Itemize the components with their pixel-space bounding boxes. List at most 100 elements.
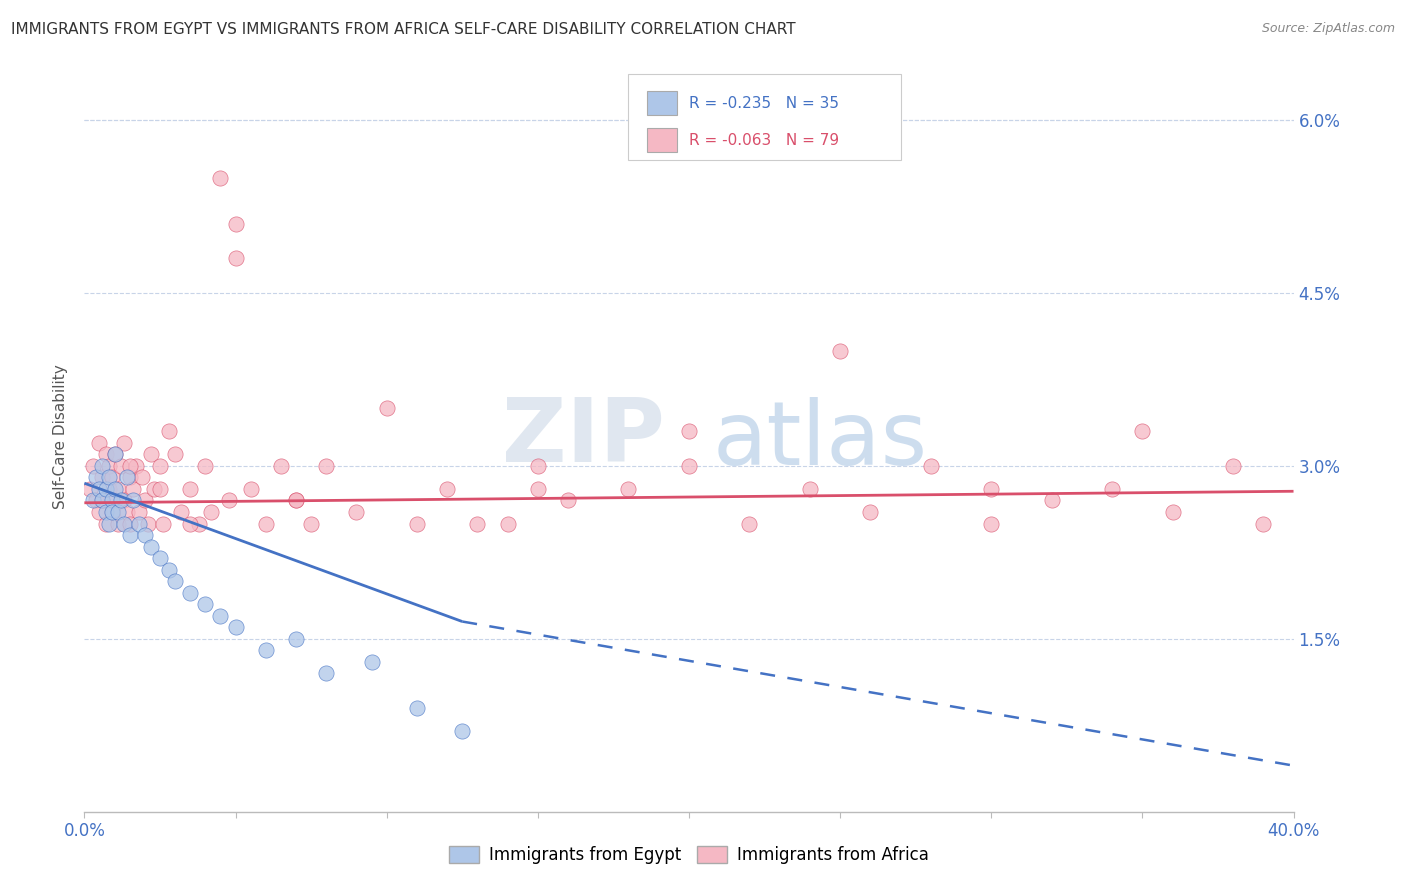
Point xyxy=(134,528,156,542)
Point xyxy=(82,493,104,508)
Point xyxy=(115,470,138,484)
Point xyxy=(112,435,135,450)
Point xyxy=(107,482,129,496)
Point xyxy=(496,516,519,531)
Point xyxy=(406,701,429,715)
Point xyxy=(980,482,1002,496)
Point xyxy=(315,666,337,681)
Point xyxy=(100,493,122,508)
Point xyxy=(118,516,141,531)
Point xyxy=(239,482,262,496)
Point xyxy=(134,493,156,508)
Point xyxy=(121,482,143,496)
Point xyxy=(617,482,640,496)
Point xyxy=(139,540,162,554)
Point xyxy=(557,493,579,508)
Point xyxy=(112,493,135,508)
Point xyxy=(142,482,165,496)
Point xyxy=(107,516,129,531)
Point xyxy=(91,470,114,484)
Point xyxy=(89,435,111,450)
Point xyxy=(799,482,821,496)
Point xyxy=(1040,493,1063,508)
Point xyxy=(678,425,700,439)
Point xyxy=(170,505,193,519)
Point xyxy=(121,493,143,508)
Point xyxy=(346,505,368,519)
Point xyxy=(209,170,232,185)
Point xyxy=(406,516,429,531)
Point xyxy=(118,458,141,473)
Point xyxy=(94,447,117,461)
Point xyxy=(920,458,942,473)
Point xyxy=(82,458,104,473)
Point xyxy=(97,458,120,473)
Point xyxy=(527,458,550,473)
Point xyxy=(91,493,114,508)
FancyBboxPatch shape xyxy=(647,128,676,153)
Point xyxy=(200,505,222,519)
Point xyxy=(91,458,114,473)
Point xyxy=(436,482,458,496)
Point xyxy=(315,458,337,473)
Point xyxy=(97,482,120,496)
Text: R = -0.235   N = 35: R = -0.235 N = 35 xyxy=(689,95,839,111)
Point xyxy=(136,516,159,531)
Point xyxy=(89,482,111,496)
Point xyxy=(131,470,153,484)
Point xyxy=(100,505,122,519)
FancyBboxPatch shape xyxy=(647,91,676,115)
Y-axis label: Self-Care Disability: Self-Care Disability xyxy=(53,365,69,509)
Text: R = -0.063   N = 79: R = -0.063 N = 79 xyxy=(689,133,839,148)
Point xyxy=(218,493,240,508)
Point xyxy=(209,608,232,623)
Point xyxy=(104,493,127,508)
Point xyxy=(225,620,247,634)
Point xyxy=(91,493,114,508)
Point xyxy=(527,482,550,496)
Point xyxy=(110,493,132,508)
Point xyxy=(980,516,1002,531)
Point xyxy=(149,551,172,566)
Point xyxy=(467,516,489,531)
Point xyxy=(179,585,201,599)
Point xyxy=(89,505,111,519)
Point xyxy=(254,643,277,657)
Point xyxy=(1130,425,1153,439)
Point xyxy=(128,505,150,519)
Point xyxy=(97,470,120,484)
Text: Source: ZipAtlas.com: Source: ZipAtlas.com xyxy=(1261,22,1395,36)
Point xyxy=(107,505,129,519)
Point xyxy=(375,401,398,416)
Point xyxy=(830,343,852,358)
Point xyxy=(299,516,322,531)
Point xyxy=(165,574,187,589)
Point xyxy=(128,516,150,531)
Text: ZIP: ZIP xyxy=(502,393,665,481)
Point xyxy=(112,516,135,531)
Point xyxy=(152,516,174,531)
Point xyxy=(79,482,101,496)
Point xyxy=(225,252,247,266)
Point xyxy=(254,516,277,531)
Point xyxy=(1161,505,1184,519)
Point xyxy=(285,632,308,646)
Point xyxy=(149,458,172,473)
Point xyxy=(110,458,132,473)
Point xyxy=(104,447,127,461)
Point xyxy=(94,516,117,531)
Point xyxy=(100,505,122,519)
Point xyxy=(86,493,108,508)
Point xyxy=(157,425,180,439)
Point xyxy=(104,447,127,461)
Point xyxy=(1101,482,1123,496)
Point xyxy=(194,597,217,611)
Legend: Immigrants from Egypt, Immigrants from Africa: Immigrants from Egypt, Immigrants from A… xyxy=(441,839,936,871)
Point xyxy=(285,493,308,508)
Point xyxy=(451,724,474,739)
Point xyxy=(225,217,247,231)
Point xyxy=(125,458,148,473)
Point xyxy=(1222,458,1244,473)
Point xyxy=(179,482,201,496)
Point xyxy=(188,516,211,531)
